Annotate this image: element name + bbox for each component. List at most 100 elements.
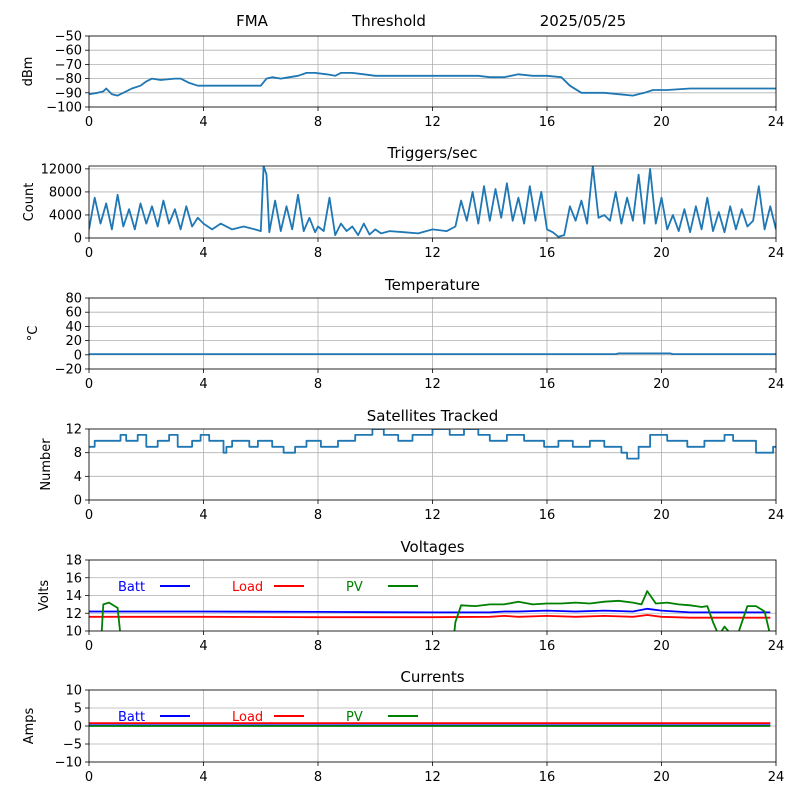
y-tick-label: 14 — [65, 589, 82, 604]
y-tick-label: −100 — [46, 101, 82, 116]
x-tick-label: 4 — [199, 770, 207, 785]
panel-title: Currents — [400, 668, 464, 686]
panel-currents: 0 4 8 12 16 20 24 −10 −5 0 5 10 Currents Amps Batt Load… — [22, 668, 784, 785]
x-tick-label: 4 — [199, 639, 207, 654]
y-tick-label: −20 — [55, 363, 82, 378]
y-axis-label: dBm — [21, 57, 36, 87]
panel-satellites: 0 4 8 12 16 20 24 0 4 8 12 Satellites Tracked Number — [39, 407, 784, 523]
x-tick-label: 12 — [424, 115, 441, 130]
x-tick-label: 24 — [768, 246, 785, 261]
header-mode: Threshold — [351, 12, 426, 30]
x-tick-label: 24 — [768, 639, 785, 654]
panel-title: Temperature — [384, 276, 480, 294]
x-tick-label: 12 — [424, 246, 441, 261]
x-tick-label: 24 — [768, 770, 785, 785]
x-tick-label: 24 — [768, 115, 785, 130]
series-line-1 — [89, 429, 776, 460]
x-tick-label: 12 — [424, 770, 441, 785]
y-tick-label: −70 — [55, 58, 82, 73]
x-tick-label: 16 — [539, 246, 556, 261]
x-tick-label: 24 — [768, 508, 785, 523]
y-tick-label: 0 — [74, 720, 82, 735]
y-tick-label: 10 — [65, 625, 82, 640]
x-tick-label: 0 — [85, 377, 93, 392]
x-tick-label: 16 — [539, 639, 556, 654]
legend-label-load: Load — [232, 710, 263, 725]
y-tick-label: 60 — [65, 306, 82, 321]
y-tick-label: 0 — [74, 494, 82, 509]
y-axis-label: Count — [22, 183, 37, 222]
x-tick-label: 8 — [314, 377, 322, 392]
y-axis-label: Amps — [22, 707, 37, 744]
x-tick-label: 20 — [653, 508, 670, 523]
y-tick-label: 40 — [65, 320, 82, 335]
x-tick-label: 8 — [314, 115, 322, 130]
x-tick-label: 0 — [85, 115, 93, 130]
y-tick-label: −80 — [55, 72, 82, 87]
x-tick-label: 8 — [314, 770, 322, 785]
y-tick-label: 12000 — [41, 162, 82, 177]
x-tick-label: 4 — [199, 115, 207, 130]
header-site: FMA — [236, 12, 269, 30]
x-tick-label: 16 — [539, 115, 556, 130]
x-tick-label: 0 — [85, 246, 93, 261]
y-tick-label: 12 — [65, 607, 82, 622]
header-date: 2025/05/25 — [540, 12, 626, 30]
series-line-load — [89, 614, 771, 619]
series-line-batt — [89, 607, 771, 614]
y-tick-label: 18 — [65, 554, 82, 569]
series-line-1 — [89, 166, 776, 238]
panel-title: Satellites Tracked — [367, 407, 498, 425]
y-tick-label: 80 — [65, 292, 82, 307]
x-tick-label: 0 — [85, 770, 93, 785]
panel-title: Triggers/sec — [387, 144, 478, 162]
x-tick-label: 20 — [653, 639, 670, 654]
x-tick-label: 8 — [314, 508, 322, 523]
x-tick-label: 4 — [199, 246, 207, 261]
legend-label-batt: Batt — [118, 580, 145, 595]
y-tick-label: 5 — [74, 702, 82, 717]
x-tick-label: 4 — [199, 508, 207, 523]
y-tick-label: −50 — [55, 30, 82, 45]
legend-label-pv: PV — [346, 710, 363, 725]
y-axis-label: Number — [39, 438, 54, 491]
x-tick-label: 12 — [424, 639, 441, 654]
x-tick-label: 20 — [653, 377, 670, 392]
y-tick-label: −60 — [55, 44, 82, 59]
x-tick-label: 20 — [653, 246, 670, 261]
y-tick-label: 4 — [74, 470, 82, 485]
panel-triggers: 0 4 8 12 16 20 24 0 4000 8000 12000 Triggers/sec Cou… — [22, 144, 784, 261]
series-line-1 — [89, 72, 776, 97]
y-tick-label: 0 — [74, 232, 82, 247]
x-tick-label: 8 — [314, 246, 322, 261]
y-tick-label: 4000 — [49, 208, 82, 223]
y-axis-label: Volts — [37, 580, 52, 612]
x-tick-label: 0 — [85, 508, 93, 523]
legend-label-load: Load — [232, 580, 263, 595]
panel-voltages: 0 4 8 12 16 20 24 10 12 14 16 18 Voltages Volts Batt Lo… — [37, 538, 785, 654]
x-tick-label: 8 — [314, 639, 322, 654]
y-tick-label: −90 — [55, 86, 82, 101]
panel-title: Voltages — [400, 538, 464, 556]
x-tick-label: 12 — [424, 508, 441, 523]
x-tick-label: 16 — [539, 508, 556, 523]
x-tick-label: 0 — [85, 639, 93, 654]
y-tick-label: 12 — [65, 423, 82, 438]
y-tick-label: 10 — [65, 684, 82, 699]
y-tick-label: −10 — [55, 756, 82, 771]
y-tick-label: 16 — [65, 571, 82, 586]
series-line-1 — [89, 352, 776, 356]
x-tick-label: 4 — [199, 377, 207, 392]
y-tick-label: −5 — [63, 738, 82, 753]
x-tick-label: 24 — [768, 377, 785, 392]
y-tick-label: 8000 — [49, 185, 82, 200]
y-tick-label: 20 — [65, 334, 82, 349]
x-tick-label: 20 — [653, 770, 670, 785]
panel-signal: 0 4 8 12 16 20 24 −100−90−80−70−60−50 dBm — [21, 30, 784, 131]
legend-label-batt: Batt — [118, 710, 145, 725]
x-tick-label: 16 — [539, 377, 556, 392]
